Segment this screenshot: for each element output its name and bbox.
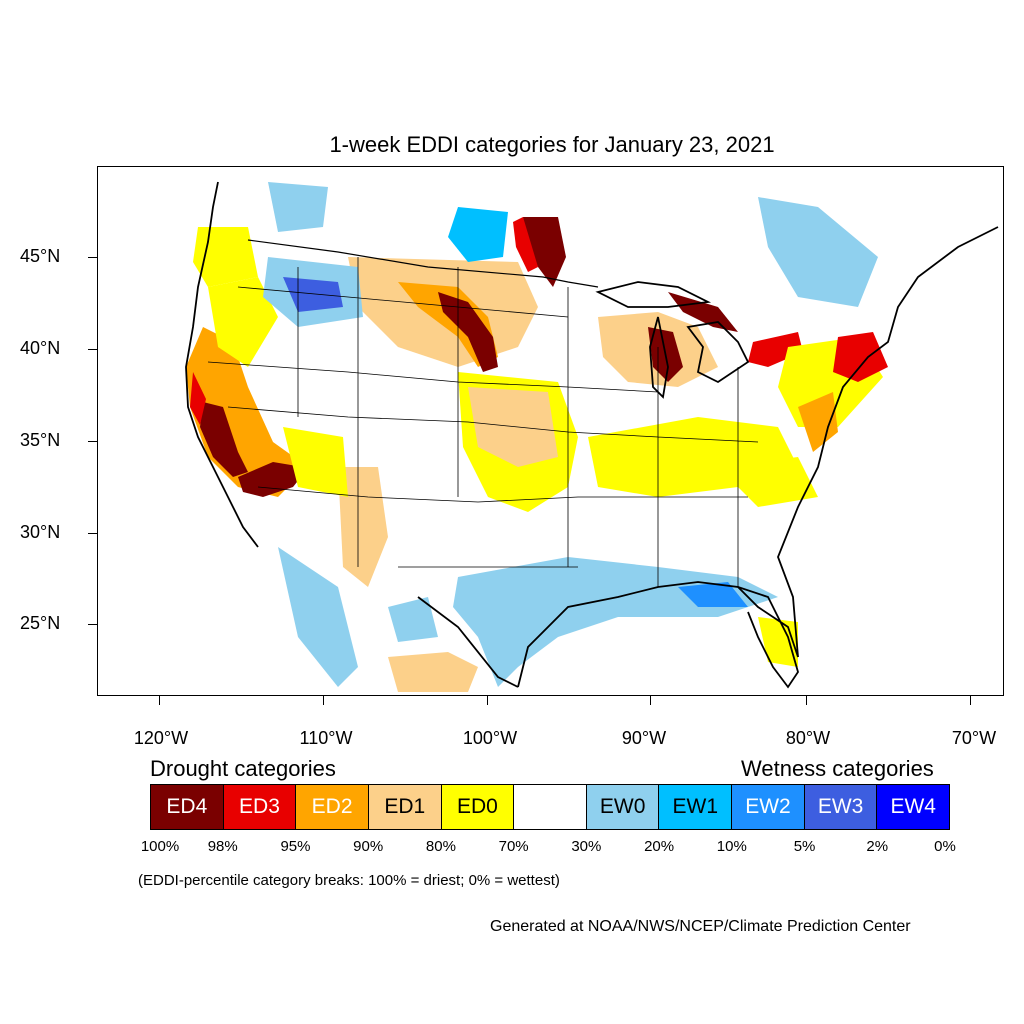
ed3-region-california-edge [190,372,206,425]
legend-swatch-ed3: ED3 [223,785,297,829]
ed1-region-kansas [468,387,558,467]
credit-line: Generated at NOAA/NWS/NCEP/Climate Predi… [490,918,911,935]
legend-swatch-ew1: EW1 [659,785,733,829]
lon-label: 120°W [133,728,189,748]
lat-tick [88,257,97,258]
ew0-region-baja [278,547,358,687]
lon-label: 100°W [462,728,518,748]
lat-tick [88,533,97,534]
legend-swatch-ed2: ED2 [296,785,369,829]
ew0-region-gulf-coast [453,557,778,687]
ed4-region-lake-superior [668,292,738,332]
legend-swatch-ed0: ED0 [441,785,515,829]
ed4-region-california [200,402,248,477]
lon-tick [323,696,324,705]
legend-swatch-ew3: EW3 [804,785,878,829]
legend-swatch-ew0: EW0 [586,785,660,829]
lake-superior [595,281,712,308]
lon-tick [487,696,488,705]
category-legend: ED4 ED3 ED2 ED1 ED0 EW0 EW1 EW2 EW3 EW4 [150,784,950,830]
percentile-break: 2% [866,838,889,855]
state-lines [207,257,759,587]
ew0-region-washington [268,182,328,232]
ed2-region-mid-atlantic [798,392,838,452]
ed3-region-new-england [833,332,888,382]
ed3-region-new-york [748,332,803,367]
ew2-region-florida-panhandle [678,582,748,607]
legend-swatch-ed4: ED4 [151,785,224,829]
percentile-break: 98% [207,838,238,855]
ed0-region-oregon-coast [193,227,258,287]
florida-outline [737,586,799,689]
legend-swatch-ew4: EW4 [877,785,950,829]
lon-tick [970,696,971,705]
map-title: 1-week EDDI categories for January 23, 2… [329,132,775,157]
lake-huron-erie [686,321,750,384]
lon-label: 70°W [951,728,997,748]
lon-label: 110°W [299,728,353,748]
atlantic-coastline [777,226,999,658]
ew0-region-new-england [758,197,878,307]
lat-tick [88,441,97,442]
ed1-region-south-texas [388,652,478,692]
percentile-break: 10% [716,838,747,855]
percentile-break: 95% [280,838,311,855]
pacific-coastline [185,181,259,548]
percentile-break: 0% [934,838,956,855]
percentile-break: 90% [353,838,384,855]
eddi-map [97,166,1004,696]
percentile-break: 20% [644,838,675,855]
ed4-region-dakotas [438,292,498,372]
legend-swatch-ew2: EW2 [732,785,805,829]
boundaries [185,181,999,689]
lat-label: 25°N [20,613,61,633]
lon-label: 80°W [785,728,831,748]
ed0-region-southeast [718,457,818,507]
legend-swatch-ed1: ED1 [368,785,442,829]
lon-tick [806,696,807,705]
lon-tick [159,696,160,705]
category-note: (EDDI-percentile category breaks: 100% =… [138,872,560,889]
legend-swatch-none [514,785,587,829]
gulf-coastline-east [517,581,799,688]
ed0-region-arizona [283,427,348,497]
lon-tick [650,696,651,705]
gulf-coastline [417,596,519,688]
ed3-region-north-dakota [513,217,538,272]
lat-tick [88,624,97,625]
lat-label: 35°N [20,430,61,450]
percentile-break: 70% [498,838,529,855]
lat-label: 45°N [20,246,61,266]
lat-label: 40°N [20,338,61,358]
percentile-break: 80% [425,838,456,855]
ed0-region-florida-south [758,617,798,667]
ed4-region-red-river [523,217,566,287]
lat-label: 30°N [20,522,61,542]
drought-heading: Drought categories [150,756,336,781]
lat-tick [88,349,97,350]
percentile-break: 100% [140,838,180,855]
conus-map-svg [185,181,999,692]
category-shading [186,182,888,692]
ed0-region-pacific-northwest [208,277,278,367]
percentile-break: 30% [571,838,602,855]
us-canada-border [247,239,599,288]
ew0-region-texas-west [388,597,438,642]
percentile-break: 5% [793,838,816,855]
ew1-region-montana [448,207,508,262]
wetness-heading: Wetness categories [741,756,934,781]
lon-label: 90°W [621,728,667,748]
